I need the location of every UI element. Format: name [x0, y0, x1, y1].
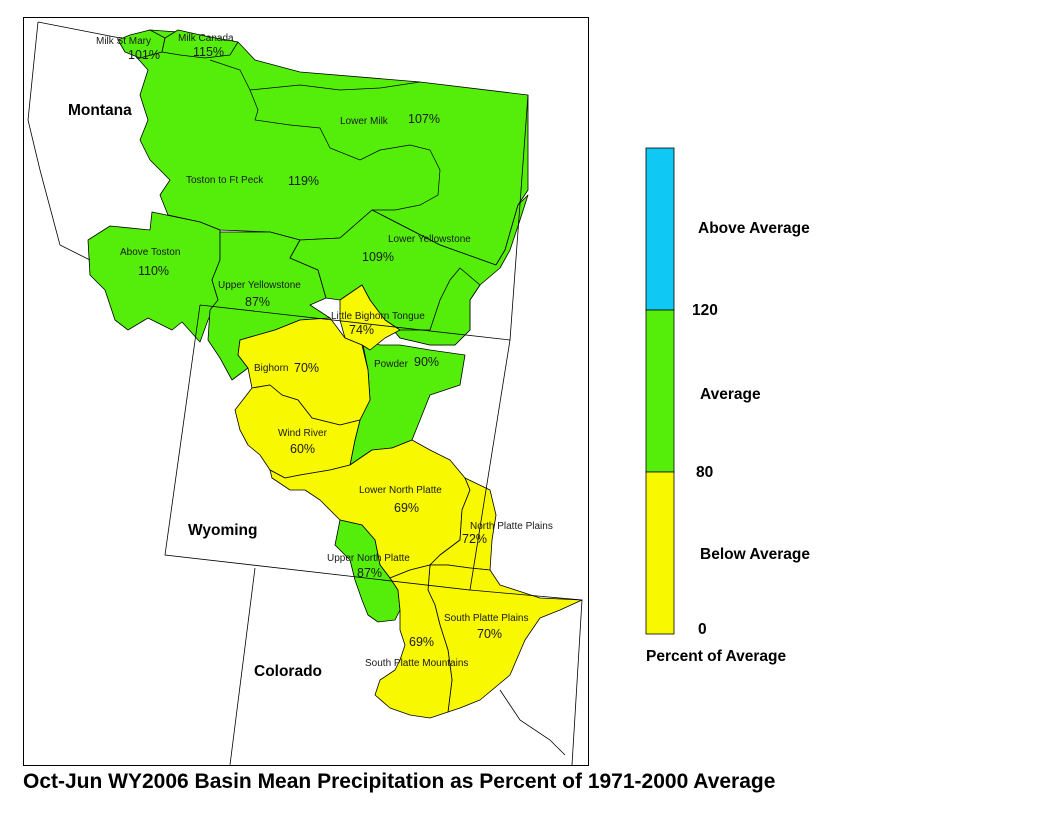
- legend-break-80: 80: [696, 464, 714, 481]
- basin-name-label: Milk St Mary: [96, 36, 151, 47]
- basin-labels: Milk St Mary 101% Milk Canada 115% Lower…: [96, 33, 553, 669]
- basin-divider-lower-milk: [249, 89, 441, 211]
- basin-divider-milk: [209, 59, 421, 91]
- legend-label-average: Average: [700, 386, 761, 403]
- basin-name-label: North Platte Plains: [470, 521, 553, 532]
- basin-name-label: Powder: [374, 359, 409, 370]
- state-boundaries: [27, 21, 583, 766]
- basin-upper-north-platte[interactable]: [334, 519, 401, 623]
- basin-percent-label: 87%: [245, 295, 270, 309]
- basin-name-label: Little Bighorn Tongue: [331, 311, 425, 322]
- basin-percent-label: 70%: [477, 627, 502, 641]
- basin-above-toston[interactable]: [87, 211, 221, 343]
- basin-percent-label: 70%: [294, 361, 319, 375]
- basin-name-label: Wind River: [278, 428, 328, 439]
- legend-swatch-average: [645, 309, 675, 473]
- basin-name-label: Above Toston: [120, 247, 180, 258]
- basin-percent-label: 72%: [462, 532, 487, 546]
- map-title: Oct-Jun WY2006 Basin Mean Precipitation …: [23, 770, 776, 793]
- basin-little-bighorn-tongue[interactable]: [339, 284, 401, 351]
- basin-name-label: Toston to Ft Peck: [186, 175, 264, 186]
- basin-percent-label: 69%: [394, 501, 419, 515]
- basin-percent-label: 110%: [138, 264, 169, 278]
- basin-name-label: Milk Canada: [178, 33, 234, 44]
- legend-title: Percent of Average: [646, 648, 787, 665]
- legend-label-below-average: Below Average: [700, 546, 810, 563]
- basin-name-label: South Platte Plains: [444, 613, 529, 624]
- colorado-boundary: [229, 567, 583, 766]
- basin-percent-label: 101%: [128, 48, 160, 62]
- basin-name-label: Lower North Platte: [359, 485, 442, 496]
- legend-swatch-below-average: [645, 471, 675, 635]
- basin-name-label: Lower Yellowstone: [388, 234, 471, 245]
- legend-break-0: 0: [698, 621, 707, 638]
- state-label-montana: Montana: [68, 102, 132, 119]
- basin-percent-label: 74%: [349, 323, 374, 337]
- basin-name-label: Upper North Platte: [327, 553, 410, 564]
- state-label-wyoming: Wyoming: [188, 522, 257, 539]
- basin-percent-label: 109%: [362, 250, 394, 264]
- basin-name-label: South Platte Mountains: [365, 658, 468, 669]
- basin-milk-canada[interactable]: [161, 29, 239, 59]
- basin-percent-label: 69%: [409, 635, 434, 649]
- basin-name-label: Bighorn: [254, 363, 288, 374]
- legend-break-120: 120: [692, 302, 718, 319]
- basin-name-label: Lower Milk: [340, 116, 389, 127]
- basin-percent-label: 115%: [193, 45, 224, 59]
- basin-percent-label: 87%: [357, 566, 382, 580]
- basin-percent-label: 119%: [288, 174, 319, 188]
- basin-percent-label: 90%: [414, 355, 439, 369]
- basin-percent-label: 60%: [290, 442, 315, 456]
- basin-percent-label: 107%: [408, 112, 440, 126]
- basin-name-label: Upper Yellowstone: [218, 280, 301, 291]
- legend-color-bar: [645, 147, 675, 635]
- legend-swatch-above-average: [645, 147, 675, 311]
- legend-label-above-average: Above Average: [698, 220, 810, 237]
- state-label-colorado: Colorado: [254, 663, 322, 680]
- basin-south-platte-mountains[interactable]: [374, 564, 453, 719]
- wyoming-boundary: [164, 304, 511, 591]
